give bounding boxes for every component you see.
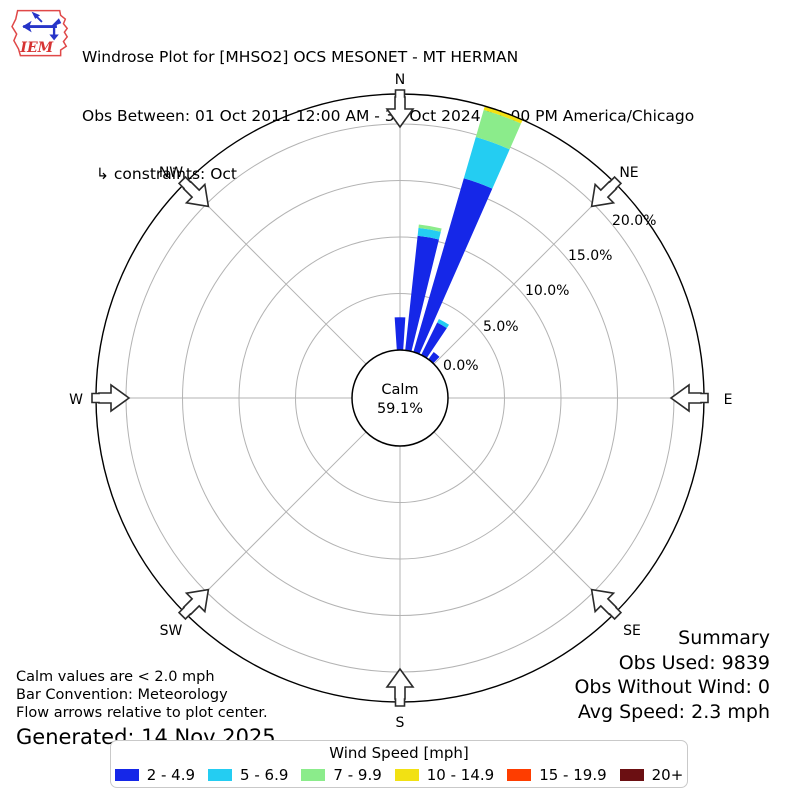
plot-title: Windrose Plot for [MHSO2] OCS MESONET - … — [82, 48, 519, 66]
flow-arrow — [669, 383, 709, 413]
legend-item: 15 - 19.9 — [507, 766, 607, 784]
ring-label-5: 5.0% — [483, 319, 519, 335]
compass-label-s: S — [396, 715, 405, 731]
compass-label-e: E — [724, 392, 733, 408]
legend-label: 7 - 9.9 — [333, 766, 382, 784]
bar-segment — [418, 224, 442, 232]
compass-label-ne: NE — [619, 165, 638, 181]
compass-label-w: W — [69, 392, 83, 408]
plot-constraints: ↳ constraints: Oct — [96, 165, 237, 183]
weathervane-icon — [22, 11, 62, 41]
ring-label-0: 0.0% — [443, 358, 479, 374]
flow-arrow — [385, 89, 415, 129]
flow-arrow — [590, 175, 623, 208]
wind-speed-legend: Wind Speed [mph] 2 - 4.9 5 - 6.9 7 - 9.9 10… — [110, 740, 688, 788]
legend-swatch — [301, 769, 326, 781]
bar-segment — [394, 317, 406, 351]
legend-item: 7 - 9.9 — [301, 766, 382, 784]
legend-swatch — [208, 769, 233, 781]
bar-segment — [483, 105, 523, 124]
calm-label: Calm — [381, 382, 418, 398]
compass-label-se: SE — [623, 623, 641, 639]
ring-label-20: 20.0% — [612, 213, 656, 229]
bar-segment — [413, 178, 493, 355]
legend-label: 5 - 6.9 — [240, 766, 289, 784]
legend-title: Wind Speed [mph] — [329, 744, 469, 762]
legend-label: 2 - 4.9 — [146, 766, 196, 784]
compass-label-n: N — [395, 72, 405, 88]
summary-obs-used: Obs Used: 9839 — [618, 651, 770, 674]
legend-swatch — [394, 769, 419, 781]
calm-value: 59.1% — [377, 401, 423, 417]
legend-swatch — [619, 769, 644, 781]
summary-heading: Summary — [678, 627, 770, 649]
legend-label: 10 - 14.9 — [426, 766, 495, 784]
windrose-bar-30deg — [421, 318, 450, 359]
bar-segment — [463, 137, 510, 189]
legend-item: 5 - 6.9 — [208, 766, 288, 784]
summary-block: Summary Obs Used: 9839 Obs Without Wind:… — [574, 626, 770, 724]
legend-item: 2 - 4.9 — [114, 766, 196, 784]
bar-segment — [417, 227, 441, 240]
compass-label-nw: NW — [159, 165, 183, 181]
notes-block: Calm values are < 2.0 mph Bar Convention… — [16, 668, 276, 749]
legend-swatch — [507, 769, 532, 781]
iem-logo: IEM — [11, 9, 69, 57]
flow-arrow — [385, 667, 415, 707]
flow-arrow — [177, 588, 210, 621]
flow-arrow — [91, 383, 131, 413]
note-arrows: Flow arrows relative to plot center. — [16, 705, 268, 721]
legend-label: 15 - 19.9 — [539, 766, 607, 784]
legend-items: 2 - 4.9 5 - 6.9 7 - 9.9 10 - 14.9 15 - 19.9 2… — [111, 766, 687, 784]
ring-label-10: 10.0% — [525, 283, 569, 299]
calm-circle — [351, 349, 449, 447]
summary-avg-speed: Avg Speed: 2.3 mph — [577, 700, 770, 723]
iem-logo-text: IEM — [19, 40, 53, 56]
bar-segment — [475, 109, 522, 150]
windrose-bar-10deg — [405, 224, 442, 352]
compass-label-sw: SW — [160, 623, 183, 639]
legend-item: 20+ — [619, 766, 684, 784]
legend-item: 10 - 14.9 — [394, 766, 495, 784]
summary-obs-without-wind: Obs Without Wind: 0 — [574, 676, 770, 698]
bar-segment — [405, 235, 439, 352]
iowa-outline — [11, 9, 69, 57]
flow-arrow — [177, 175, 210, 208]
ring-label-15: 15.0% — [568, 248, 612, 264]
note-convention: Bar Convention: Meteorology — [16, 687, 228, 703]
note-calm: Calm values are < 2.0 mph — [16, 669, 215, 685]
windrose-bars — [394, 105, 523, 364]
bar-segment — [421, 322, 447, 359]
flow-arrow — [590, 588, 623, 621]
windrose-bar-20deg — [413, 105, 523, 355]
bar-segment — [437, 318, 450, 329]
legend-label: 20+ — [651, 766, 684, 784]
flow-arrows — [91, 89, 709, 707]
windrose-bar-0deg — [394, 317, 406, 351]
legend-swatch — [114, 769, 139, 781]
